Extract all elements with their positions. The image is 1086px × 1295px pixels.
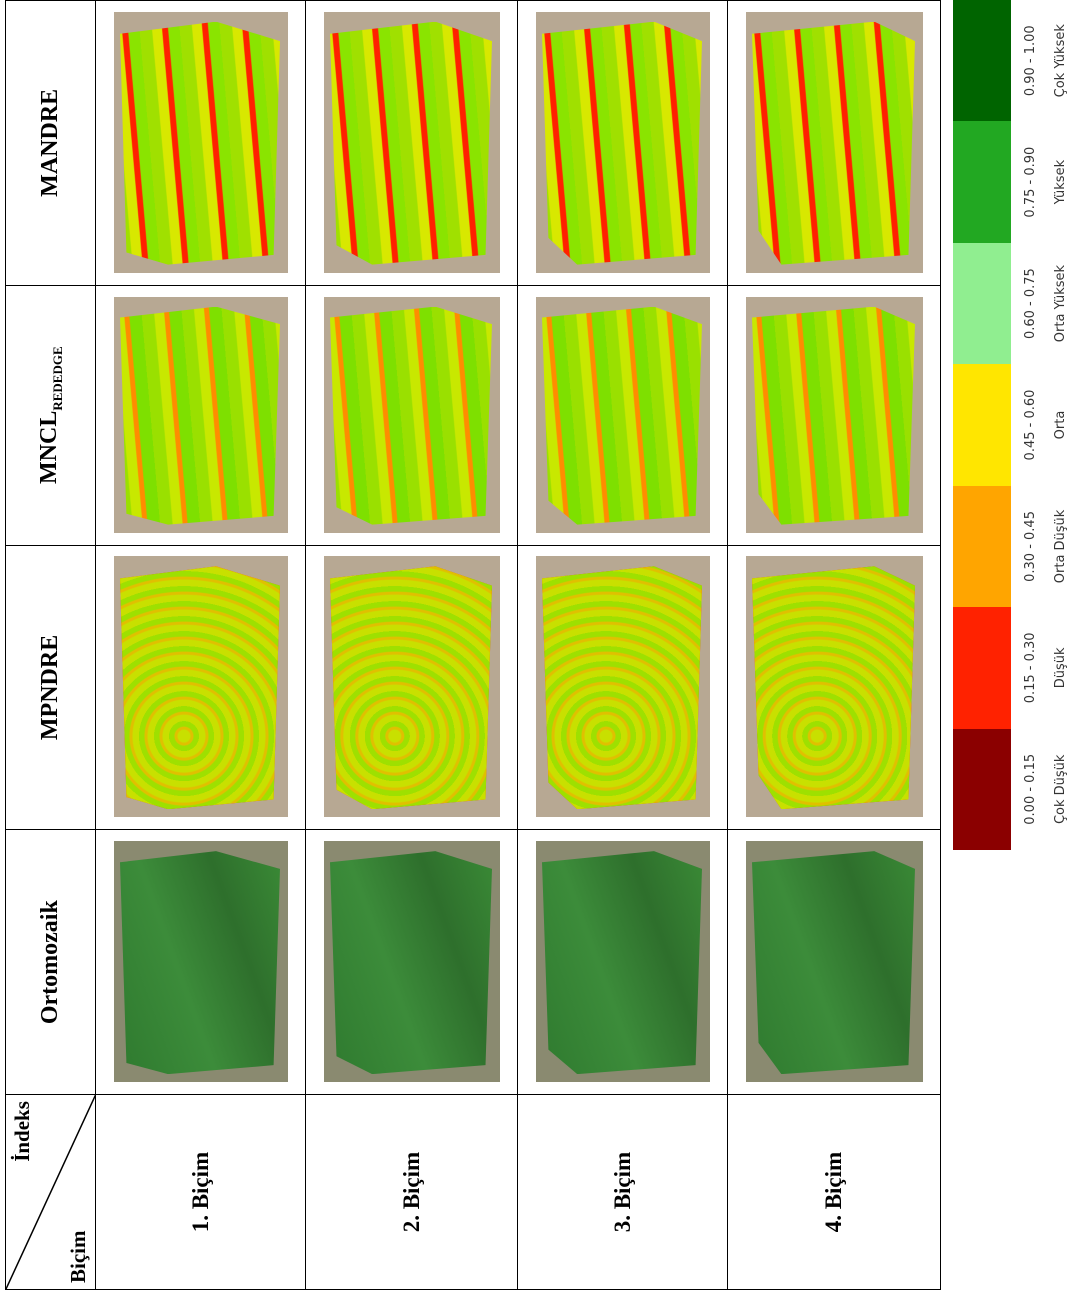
image-background <box>746 556 923 818</box>
column-header: Ortomozaik <box>5 829 96 1095</box>
image-background <box>746 841 923 1083</box>
image-background <box>324 296 500 533</box>
table-row: 2. Biçim <box>305 0 518 1290</box>
row-label: 2. Biçim <box>398 1151 424 1233</box>
legend-swatch <box>953 728 1011 850</box>
column-title: MNCL <box>35 410 62 484</box>
image-cell <box>95 545 306 830</box>
row-header: 4. Biçim <box>727 1094 941 1290</box>
corner-bottom: Biçim <box>66 1230 90 1284</box>
legend-label: Orta Düşük <box>1053 509 1068 584</box>
corner-cell: İndeks Biçim <box>5 1094 96 1290</box>
image-cell <box>95 285 306 546</box>
row-label: 3. Biçim <box>609 1151 635 1233</box>
image-cell <box>95 0 306 286</box>
table-row: 1. Biçim <box>95 0 306 1290</box>
image-background <box>746 296 923 533</box>
image-cell <box>517 285 728 546</box>
legend-label: Çok Yüksek <box>1053 24 1068 98</box>
field-image <box>120 851 280 1074</box>
row-header: 2. Biçim <box>305 1094 518 1290</box>
image-cell <box>727 0 941 286</box>
image-cell <box>305 285 518 546</box>
image-background <box>114 11 288 273</box>
field-image <box>330 22 492 265</box>
field-image <box>752 851 915 1074</box>
image-cell <box>305 0 518 286</box>
field-image <box>330 307 492 525</box>
legend-label: Düşük <box>1053 647 1068 689</box>
column-title: Ortomozaik <box>37 900 63 1025</box>
field-image <box>752 307 915 525</box>
legend-label: Orta Yüksek <box>1053 264 1068 343</box>
table-row: 3. Biçim <box>517 0 728 1290</box>
legend-range: 0.30 - 0.45 <box>1023 511 1038 582</box>
field-image <box>120 22 280 265</box>
legend-swatch <box>953 485 1011 608</box>
column-title: MPNDRE <box>37 634 63 741</box>
legend-label: Orta <box>1053 410 1068 440</box>
image-background <box>324 556 500 818</box>
image-background <box>114 841 288 1083</box>
column-header: MANDRE <box>5 0 96 286</box>
image-background <box>114 296 288 533</box>
image-background <box>746 11 923 273</box>
image-background <box>114 556 288 818</box>
column-title: MANDRE <box>37 88 63 197</box>
image-cell <box>517 0 728 286</box>
legend-swatch <box>953 0 1011 122</box>
image-background <box>536 841 710 1083</box>
image-cell <box>727 829 941 1095</box>
legend-label: Çok Düşük <box>1053 754 1068 825</box>
row-header: 3. Biçim <box>517 1094 728 1290</box>
image-cell <box>517 829 728 1095</box>
column-subscript: REDEDGE <box>49 346 65 411</box>
image-background <box>324 841 500 1083</box>
image-cell <box>517 545 728 830</box>
legend-range: 0.75 - 0.90 <box>1023 146 1038 218</box>
legend-swatch <box>953 364 1011 486</box>
image-background <box>536 556 710 818</box>
image-cell <box>305 829 518 1095</box>
image-background <box>324 11 500 273</box>
field-image <box>542 851 702 1074</box>
legend: 0.00 - 0.15 Çok Düşük 0.15 - 0.30 Düşük 0.30… <box>953 0 1083 850</box>
legend-label: Yüksek <box>1053 159 1068 205</box>
row-label: 4. Biçim <box>821 1151 846 1233</box>
row-header: 1. Biçim <box>95 1094 306 1290</box>
field-image <box>542 307 702 525</box>
image-cell <box>727 545 941 830</box>
image-cell <box>95 829 306 1095</box>
image-cell <box>727 285 941 546</box>
field-image <box>330 566 492 809</box>
field-image <box>120 566 280 809</box>
diagonal <box>6 1094 96 1289</box>
field-image <box>120 307 280 525</box>
results-table: İndeks Biçim Ortomozaik MPNDRE MNCLREDED… <box>5 0 941 1290</box>
legend-swatch <box>953 242 1011 365</box>
legend-range: 0.00 - 0.15 <box>1023 753 1038 825</box>
legend-range: 0.15 - 0.30 <box>1023 632 1038 704</box>
field-image <box>542 22 702 265</box>
column-header: MPNDRE <box>5 545 96 830</box>
corner-top: İndeks <box>10 1101 34 1162</box>
legend-range: 0.60 - 0.75 <box>1023 268 1038 340</box>
legend-swatch <box>953 121 1011 243</box>
table-row: 4. Biçim <box>727 0 941 1290</box>
legend-swatch <box>953 607 1011 729</box>
legend-range: 0.45 - 0.60 <box>1023 389 1038 461</box>
field-image <box>330 851 492 1074</box>
field-image <box>752 566 915 809</box>
field-image <box>752 22 915 265</box>
legend-range: 0.90 - 1.00 <box>1023 25 1038 97</box>
image-background <box>536 296 710 533</box>
image-cell <box>305 545 518 830</box>
column-header: MNCLREDEDGE <box>5 285 96 546</box>
row-label: 1. Biçim <box>187 1151 213 1233</box>
field-image <box>542 566 702 809</box>
image-background <box>536 11 710 273</box>
